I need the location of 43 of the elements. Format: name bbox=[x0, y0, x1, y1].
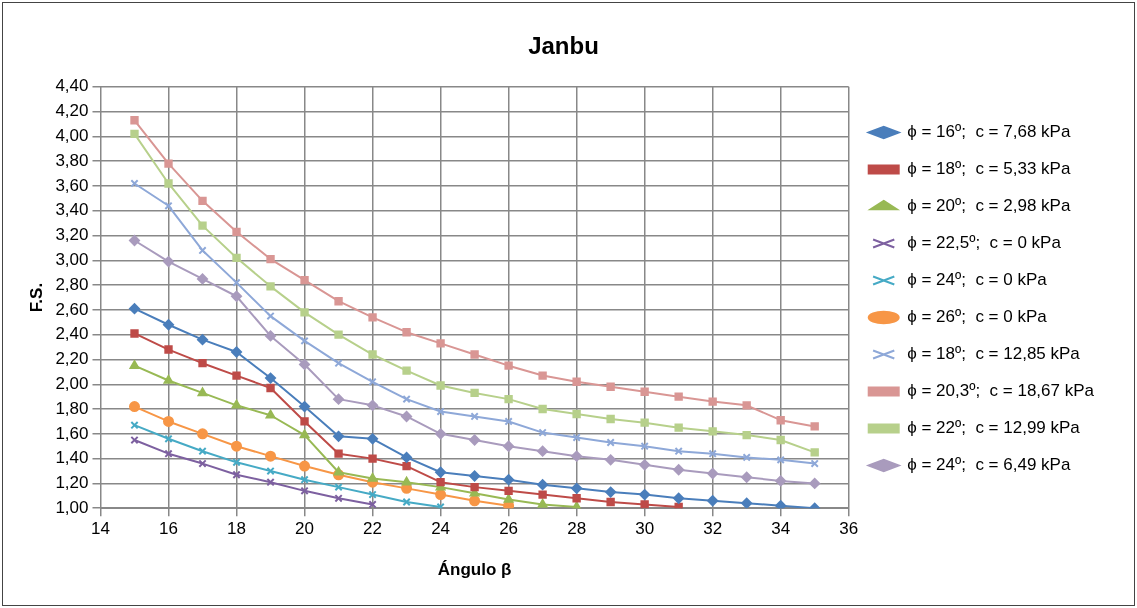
y-tick-label: 3,60 bbox=[55, 175, 89, 195]
x-tick-label: 20 bbox=[295, 519, 315, 539]
x-axis-title: Ángulo β bbox=[437, 560, 512, 580]
x-tick-label: 16 bbox=[159, 519, 178, 539]
y-tick-label: 1,40 bbox=[55, 448, 89, 468]
y-tick-label: 4,40 bbox=[55, 76, 89, 96]
x-tick-label: 34 bbox=[771, 519, 791, 539]
y-tick-label: 1,00 bbox=[55, 497, 89, 517]
x-tick-label: 26 bbox=[499, 519, 519, 539]
y-tick-label: 2,40 bbox=[55, 324, 89, 344]
legend-label: ϕ = 24º; c = 6,49 kPa bbox=[907, 455, 1071, 475]
y-tick-label: 2,00 bbox=[55, 373, 89, 393]
legend-label: ϕ = 22,5º; c = 0 kPa bbox=[907, 233, 1062, 253]
y-tick-label: 3,00 bbox=[55, 250, 89, 270]
x-tick-label: 28 bbox=[567, 519, 587, 539]
y-tick-label: 1,80 bbox=[55, 398, 89, 418]
y-tick-label: 4,20 bbox=[55, 101, 89, 121]
x-tick-label: 30 bbox=[635, 519, 655, 539]
legend-label: ϕ = 26º; c = 0 kPa bbox=[907, 307, 1048, 327]
y-tick-label: 3,20 bbox=[55, 225, 89, 245]
x-tick-label: 36 bbox=[839, 519, 859, 539]
x-tick-label: 14 bbox=[91, 519, 110, 539]
y-tick-label: 2,80 bbox=[55, 274, 89, 294]
y-tick-label: 1,20 bbox=[55, 473, 89, 493]
y-tick-label: 3,80 bbox=[55, 150, 89, 170]
y-axis-title: F.S. bbox=[26, 282, 46, 313]
y-tick-label: 3,40 bbox=[55, 200, 89, 220]
x-tick-label: 18 bbox=[227, 519, 246, 539]
y-tick-label: 1,60 bbox=[55, 423, 89, 443]
legend-label: ϕ = 18º; c = 12,85 kPa bbox=[907, 344, 1081, 364]
legend-label: ϕ = 16º; c = 7,68 kPa bbox=[907, 122, 1071, 142]
legend-label: ϕ = 22º; c = 12,99 kPa bbox=[907, 418, 1081, 438]
y-tick-label: 4,00 bbox=[55, 126, 89, 146]
legend-label: ϕ = 20º; c = 2,98 kPa bbox=[907, 196, 1071, 216]
x-tick-label: 32 bbox=[703, 519, 723, 539]
x-tick-label: 22 bbox=[363, 519, 383, 539]
legend-label: ϕ = 18º; c = 5,33 kPa bbox=[907, 159, 1071, 179]
x-tick-label: 24 bbox=[431, 519, 451, 539]
legend-label: ϕ = 20,3º; c = 18,67 kPa bbox=[907, 381, 1095, 401]
y-tick-label: 2,60 bbox=[55, 299, 89, 319]
chart-title: Janbu bbox=[528, 32, 599, 60]
y-tick-label: 2,20 bbox=[55, 349, 89, 369]
legend-label: ϕ = 24º; c = 0 kPa bbox=[907, 270, 1048, 290]
